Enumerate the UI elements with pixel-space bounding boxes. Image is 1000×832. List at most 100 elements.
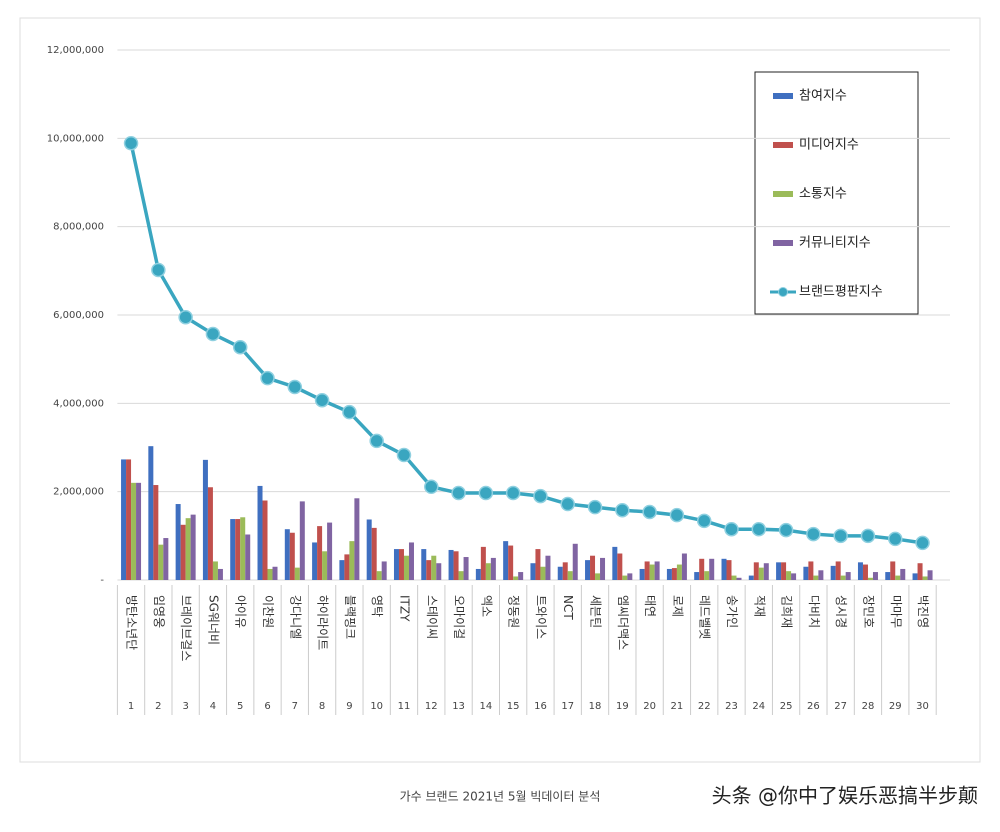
- bar: [299, 501, 305, 580]
- bar: [917, 563, 923, 580]
- bar: [513, 576, 519, 580]
- bar: [535, 549, 541, 580]
- bar: [317, 526, 323, 580]
- bar: [312, 542, 318, 580]
- bar: [212, 561, 218, 580]
- bar: [327, 522, 333, 580]
- line-marker: [888, 531, 903, 547]
- bar: [567, 571, 573, 580]
- line-marker: [505, 485, 521, 501]
- x-tick-label: 송가인: [725, 595, 739, 628]
- bar: [426, 560, 432, 580]
- y-tick-label: 10,000,000: [47, 133, 104, 144]
- bar: [230, 519, 236, 580]
- legend-swatch: [773, 240, 793, 246]
- bar: [791, 573, 797, 580]
- x-tick-label: 임영웅: [152, 595, 166, 628]
- line-marker: [833, 528, 848, 544]
- x-tick-label: 정동원: [507, 595, 521, 628]
- bar: [490, 557, 496, 580]
- rank-label: 20: [643, 701, 656, 712]
- bar: [872, 572, 878, 580]
- bar: [381, 561, 387, 580]
- rank-label: 4: [210, 701, 216, 712]
- bar: [190, 514, 196, 580]
- bar: [857, 562, 863, 580]
- rank-label: 13: [452, 701, 465, 712]
- bar: [557, 566, 563, 580]
- bar: [421, 549, 427, 580]
- x-tick-label: 장민호: [861, 595, 875, 628]
- bar: [475, 568, 481, 580]
- bar: [808, 561, 814, 580]
- line-marker: [396, 447, 412, 463]
- bar: [458, 571, 464, 580]
- bar: [927, 570, 933, 580]
- bar: [758, 567, 764, 580]
- source-note: 가수 브랜드 2021년 5월 빅데이터 분석: [400, 790, 601, 804]
- y-tick-label: 2,000,000: [53, 487, 104, 498]
- bar: [175, 504, 181, 580]
- rank-label: 18: [589, 701, 602, 712]
- x-tick-label: 다비치: [807, 595, 821, 628]
- rank-label: 17: [561, 701, 574, 712]
- bar: [463, 557, 469, 580]
- line-marker: [478, 485, 494, 501]
- bar: [617, 553, 623, 580]
- rank-label: 28: [862, 701, 875, 712]
- bar: [408, 542, 414, 580]
- bar: [639, 568, 645, 580]
- x-tick-label: 블랙핑크: [343, 595, 357, 639]
- rank-label: 10: [370, 701, 383, 712]
- line-marker: [915, 535, 930, 551]
- bar: [202, 459, 208, 580]
- bar: [530, 563, 536, 580]
- bar: [540, 566, 546, 580]
- bar: [217, 568, 223, 580]
- bar: [272, 566, 278, 580]
- bar: [235, 519, 241, 580]
- x-tick-label: 김희재: [780, 595, 794, 628]
- bar: [676, 564, 682, 580]
- x-tick-label: SG워너비: [206, 595, 220, 645]
- bar: [600, 557, 606, 580]
- bar: [572, 543, 578, 580]
- bar: [448, 549, 454, 580]
- bar: [753, 562, 759, 580]
- bar: [366, 519, 372, 580]
- line-marker: [615, 502, 630, 518]
- bar: [508, 545, 514, 580]
- x-tick-label: 엑소: [479, 595, 493, 617]
- bar: [126, 459, 132, 580]
- bar: [403, 555, 409, 580]
- bar: [354, 498, 360, 580]
- x-tick-label: 태연: [643, 595, 657, 617]
- bar: [922, 576, 928, 580]
- line-marker: [424, 479, 439, 495]
- rank-label: 1: [128, 701, 134, 712]
- line-marker: [260, 370, 275, 386]
- bar: [158, 544, 164, 580]
- bar: [781, 562, 787, 580]
- bar: [704, 571, 710, 580]
- x-tick-label: ITZY: [397, 595, 411, 622]
- y-tick-label: 6,000,000: [53, 310, 104, 321]
- rank-label: 14: [479, 701, 492, 712]
- rank-label: 29: [889, 701, 902, 712]
- legend-swatch: [773, 142, 793, 148]
- x-tick-label: 마마무: [889, 595, 903, 628]
- bar: [545, 555, 551, 580]
- rank-label: 27: [834, 701, 847, 712]
- line-marker: [123, 135, 139, 151]
- bar: [644, 561, 650, 580]
- x-tick-label: 박진영: [916, 595, 930, 628]
- line-marker: [778, 522, 794, 538]
- x-tick-label: 영탁: [370, 595, 384, 617]
- rank-label: 3: [182, 701, 188, 712]
- rank-label: 24: [752, 701, 765, 712]
- bar: [748, 575, 754, 580]
- bar: [890, 561, 896, 580]
- bar: [694, 572, 700, 580]
- bar: [813, 575, 819, 580]
- rank-label: 30: [916, 701, 929, 712]
